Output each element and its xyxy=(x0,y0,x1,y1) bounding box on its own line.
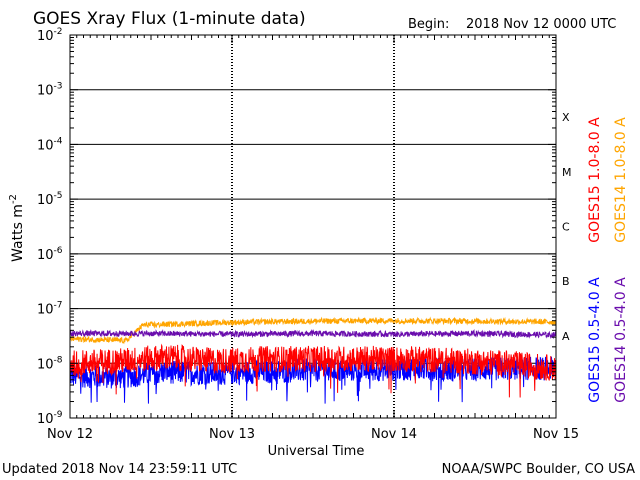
legend-entry: GOES14 1.0-8.0 A xyxy=(613,117,629,243)
x-axis-label: Universal Time xyxy=(268,444,365,459)
series-line xyxy=(69,328,557,340)
y-tick-labels: 10-2 10-3 10-4 10-5 10-6 10-7 10-8 10-9 xyxy=(37,27,63,427)
flare-class-label: X xyxy=(562,111,570,124)
x-tick-label: Nov 15 xyxy=(533,427,579,442)
y-tick-label: 10-6 xyxy=(37,246,63,263)
chart-title: GOES Xray Flux (1-minute data) xyxy=(33,9,306,29)
x-tick-labels: Nov 12 Nov 13 Nov 14 Nov 15 xyxy=(47,427,579,442)
series-line xyxy=(69,343,557,398)
credit-text: NOAA/SWPC Boulder, CO USA xyxy=(442,462,635,477)
series-lines xyxy=(69,316,557,404)
y-tick-label: 10-5 xyxy=(37,191,63,208)
y-tick-label: 10-8 xyxy=(37,355,63,372)
legend-entry: GOES15 1.0-8.0 A xyxy=(587,117,603,243)
y-axis-label-exp: -2 xyxy=(8,194,19,204)
axis-ticks xyxy=(69,34,557,419)
y-tick-label: 10-4 xyxy=(37,136,63,153)
flare-class-label: C xyxy=(562,221,570,234)
updated-timestamp: Updated 2018 Nov 14 23:59:11 UTC xyxy=(2,462,237,477)
y-tick-label: 10-7 xyxy=(37,301,63,318)
y-tick-label: 10-9 xyxy=(37,410,63,427)
begin-value: 2018 Nov 12 0000 UTC xyxy=(466,17,616,32)
flare-class-label: M xyxy=(562,166,572,179)
legend-entry: GOES14 0.5-4.0 A xyxy=(613,277,629,403)
x-tick-label: Nov 12 xyxy=(47,427,93,442)
y-tick-label: 10-2 xyxy=(37,27,63,44)
flare-class-labels: X M C B A xyxy=(562,111,572,343)
y-axis-label-text: Watts m xyxy=(10,204,26,262)
svg-text:Watts m-2: Watts m-2 xyxy=(8,194,26,262)
begin-label: Begin: xyxy=(408,17,449,32)
y-tick-label: 10-3 xyxy=(37,82,63,99)
legend-entry: GOES15 0.5-4.0 A xyxy=(587,277,603,403)
flare-class-label: A xyxy=(562,330,570,343)
series-line xyxy=(69,316,557,345)
flare-class-label: B xyxy=(562,275,570,288)
x-tick-label: Nov 14 xyxy=(371,427,417,442)
legend: GOES15 1.0-8.0 A GOES14 1.0-8.0 A GOES15 0… xyxy=(587,117,629,403)
y-axis-label: Watts m-2 xyxy=(8,194,26,262)
x-tick-label: Nov 13 xyxy=(209,427,255,442)
